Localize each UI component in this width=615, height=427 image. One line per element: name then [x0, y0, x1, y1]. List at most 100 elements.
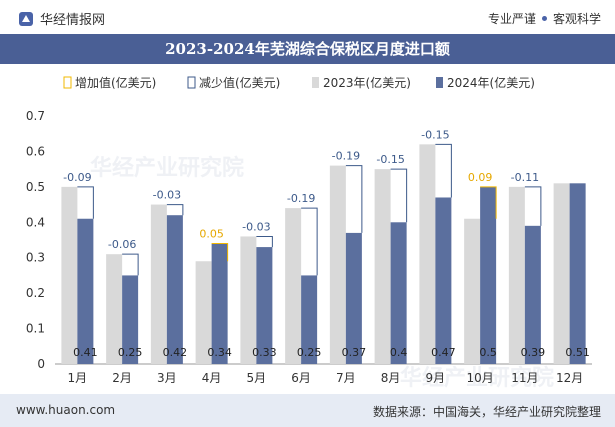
value-label-2024: 0.4	[390, 346, 408, 359]
bar-2023	[150, 204, 167, 364]
change-bracket-decrease	[301, 207, 318, 276]
y-tick-label: 0.2	[26, 286, 45, 300]
x-tick-label: 5月	[247, 371, 267, 385]
change-label: -0.15	[421, 128, 449, 141]
change-bracket-increase	[211, 243, 229, 262]
value-label-2024: 0.25	[297, 346, 322, 359]
value-label-2024: 0.34	[207, 346, 232, 359]
bar-2023	[508, 186, 525, 364]
legend-label-decrease: 减少值(亿美元)	[199, 75, 280, 90]
y-tick-label: 0.5	[26, 180, 45, 194]
bar-2024	[301, 275, 318, 364]
value-label-2024: 0.37	[342, 346, 367, 359]
separator-dot-icon	[541, 16, 547, 21]
change-bracket-decrease	[390, 168, 408, 223]
change-bracket-decrease	[524, 186, 542, 226]
legend-swatch-y2023	[312, 77, 319, 88]
bar-2024	[569, 183, 586, 364]
brand[interactable]: 华经情报网	[18, 9, 105, 28]
bar-2024	[122, 275, 139, 364]
x-tick-label: 6月	[291, 371, 311, 385]
bar-2024	[166, 215, 183, 364]
watermark-text: 华经产业研究院	[90, 156, 245, 181]
legend-label-y2023: 2023年(亿美元)	[323, 75, 411, 90]
x-tick-label: 2月	[112, 371, 132, 385]
change-label: -0.06	[108, 238, 136, 251]
legend-swatch-y2024	[436, 77, 443, 88]
footer-url[interactable]: www.huaon.com	[16, 403, 116, 417]
bar-2024	[211, 243, 228, 364]
change-bracket-decrease	[166, 204, 184, 216]
change-label: -0.11	[511, 171, 539, 184]
value-label-2024: 0.39	[521, 346, 546, 359]
brand-logo-icon	[19, 11, 33, 26]
change-label: -0.03	[242, 220, 270, 233]
bar-2023	[419, 144, 436, 364]
bar-2024	[435, 197, 452, 364]
bar-chart: 增加值(亿美元) 减少值(亿美元) 2023年(亿美元) 2024年(亿美元) 0 0.1…	[26, 75, 592, 385]
bar-2024	[77, 218, 94, 364]
y-tick-label: 0.7	[26, 109, 45, 123]
change-bracket-decrease	[77, 186, 94, 219]
change-bracket-decrease	[345, 165, 363, 233]
change-bracket-decrease	[435, 143, 452, 198]
change-bracket-decrease	[256, 235, 273, 248]
bar-2024	[480, 186, 497, 364]
bar-2023	[61, 186, 78, 364]
x-tick-label: 7月	[336, 371, 356, 385]
footer-source: 数据来源：中国海关，华经产业研究院整理	[372, 405, 601, 419]
bar-2024	[524, 225, 541, 364]
bar-2023	[195, 261, 212, 364]
bar-2023	[106, 254, 123, 364]
x-tick-label: 4月	[202, 371, 222, 385]
slogan-right: 客观科学	[552, 12, 601, 26]
change-label: -0.09	[63, 171, 91, 184]
change-label: 0.05	[199, 228, 224, 241]
change-label: -0.03	[153, 189, 181, 202]
y-tick-label: 0	[37, 357, 45, 371]
change-bracket-increase	[480, 186, 497, 219]
footer: www.huaon.com 数据来源：中国海关，华经产业研究院整理	[0, 394, 615, 427]
value-label-2024: 0.42	[163, 346, 188, 359]
brand-name: 华经情报网	[40, 13, 106, 28]
chart-title: 2023-2024年芜湖综合保税区月度进口额	[0, 34, 615, 64]
bar-2024	[256, 247, 273, 364]
bar-2023	[553, 183, 570, 364]
value-label-2024: 0.5	[479, 346, 497, 359]
value-label-2024: 0.41	[73, 346, 98, 359]
x-tick-label: 10月	[466, 371, 493, 385]
bar-2023	[240, 236, 257, 364]
value-label-2024: 0.51	[565, 346, 590, 359]
x-tick-label: 11月	[511, 371, 538, 385]
change-label: -0.19	[287, 192, 315, 205]
watermark-text-2: 华经产业研究院	[400, 366, 555, 391]
legend-swatch-decrease	[187, 76, 196, 89]
change-label: -0.19	[332, 150, 360, 163]
y-tick-label: 0.6	[26, 144, 45, 158]
change-bracket-decrease	[122, 253, 139, 276]
x-tick-label: 1月	[68, 371, 88, 385]
value-label-2024: 0.33	[252, 346, 277, 359]
legend-swatch-increase	[63, 76, 72, 89]
bar-2023	[285, 208, 302, 364]
x-tick-label: 3月	[157, 371, 177, 385]
top-bar: 华经情报网 专业严谨 客观科学	[0, 0, 615, 34]
change-label: -0.15	[376, 153, 404, 166]
slogan-left: 专业严谨	[487, 12, 536, 26]
bar-2024	[390, 222, 407, 364]
legend-label-y2024: 2024年(亿美元)	[447, 75, 535, 90]
change-label: 0.09	[468, 171, 493, 184]
slogan: 专业严谨 客观科学	[488, 10, 601, 27]
x-tick-label: 8月	[381, 371, 401, 385]
legend-label-increase: 增加值(亿美元)	[75, 75, 156, 90]
bar-2023	[464, 218, 481, 364]
bar-2023	[374, 169, 391, 364]
x-tick-label: 9月	[426, 371, 446, 385]
y-tick-label: 0.3	[26, 251, 45, 265]
bar-2024	[345, 232, 362, 364]
x-tick-label: 12月	[556, 371, 583, 385]
value-label-2024: 0.47	[431, 346, 456, 359]
value-label-2024: 0.25	[118, 346, 143, 359]
y-tick-label: 0.4	[26, 215, 45, 229]
y-tick-label: 0.1	[26, 322, 45, 336]
